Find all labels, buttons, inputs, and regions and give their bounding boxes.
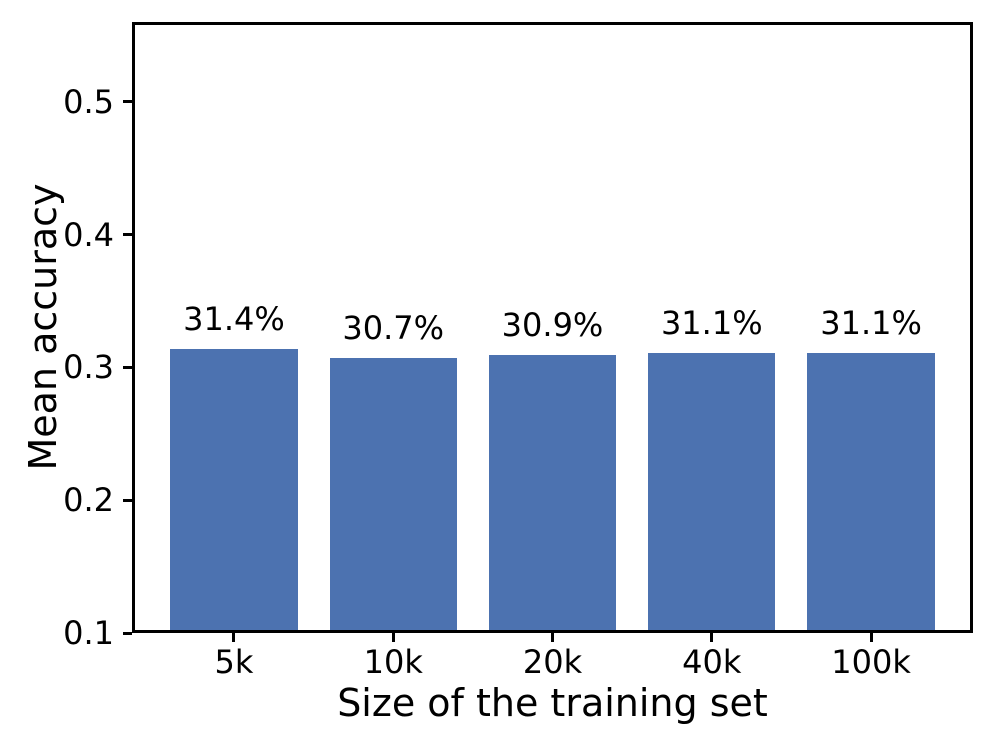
y-tick-label: 0.5 bbox=[63, 82, 114, 121]
bar bbox=[648, 352, 776, 633]
x-tick-label: 40k bbox=[682, 643, 742, 681]
bar-value-label: 30.7% bbox=[342, 309, 445, 348]
x-tick-mark bbox=[710, 633, 714, 642]
y-tick-label: 0.3 bbox=[63, 348, 114, 387]
y-tick-label: 0.2 bbox=[63, 481, 114, 520]
bar-value-label: 31.1% bbox=[820, 303, 922, 342]
bar-value-label: 30.9% bbox=[501, 306, 604, 345]
x-tick-label: 20k bbox=[522, 643, 583, 681]
bar-value-label: 31.4% bbox=[183, 299, 285, 338]
y-tick-mark bbox=[123, 498, 132, 502]
bar-value-label: 31.1% bbox=[660, 303, 763, 342]
x-tick-label: 10k bbox=[363, 643, 423, 681]
y-tick-mark bbox=[123, 631, 132, 635]
y-tick-label: 0.4 bbox=[63, 215, 114, 254]
x-tick-mark bbox=[391, 633, 395, 642]
y-tick-mark bbox=[123, 100, 132, 104]
y-axis-label: Mean accuracy bbox=[21, 183, 66, 471]
x-tick-mark bbox=[232, 633, 236, 642]
y-tick-mark bbox=[123, 233, 132, 237]
bar bbox=[488, 355, 617, 633]
bar bbox=[807, 352, 935, 633]
y-tick-mark bbox=[123, 365, 132, 369]
bar bbox=[329, 358, 457, 633]
x-tick-mark bbox=[551, 633, 554, 642]
bar bbox=[170, 348, 298, 633]
y-tick-label: 0.1 bbox=[63, 614, 114, 652]
plot-area: 31.4% 30.7% 30.9% 31.1% 31.1% bbox=[132, 22, 973, 633]
x-tick-label: 5k bbox=[214, 643, 254, 681]
x-axis-label: Size of the training set bbox=[337, 681, 768, 725]
x-tick-mark bbox=[869, 633, 873, 642]
x-tick-label: 100k bbox=[831, 643, 911, 681]
